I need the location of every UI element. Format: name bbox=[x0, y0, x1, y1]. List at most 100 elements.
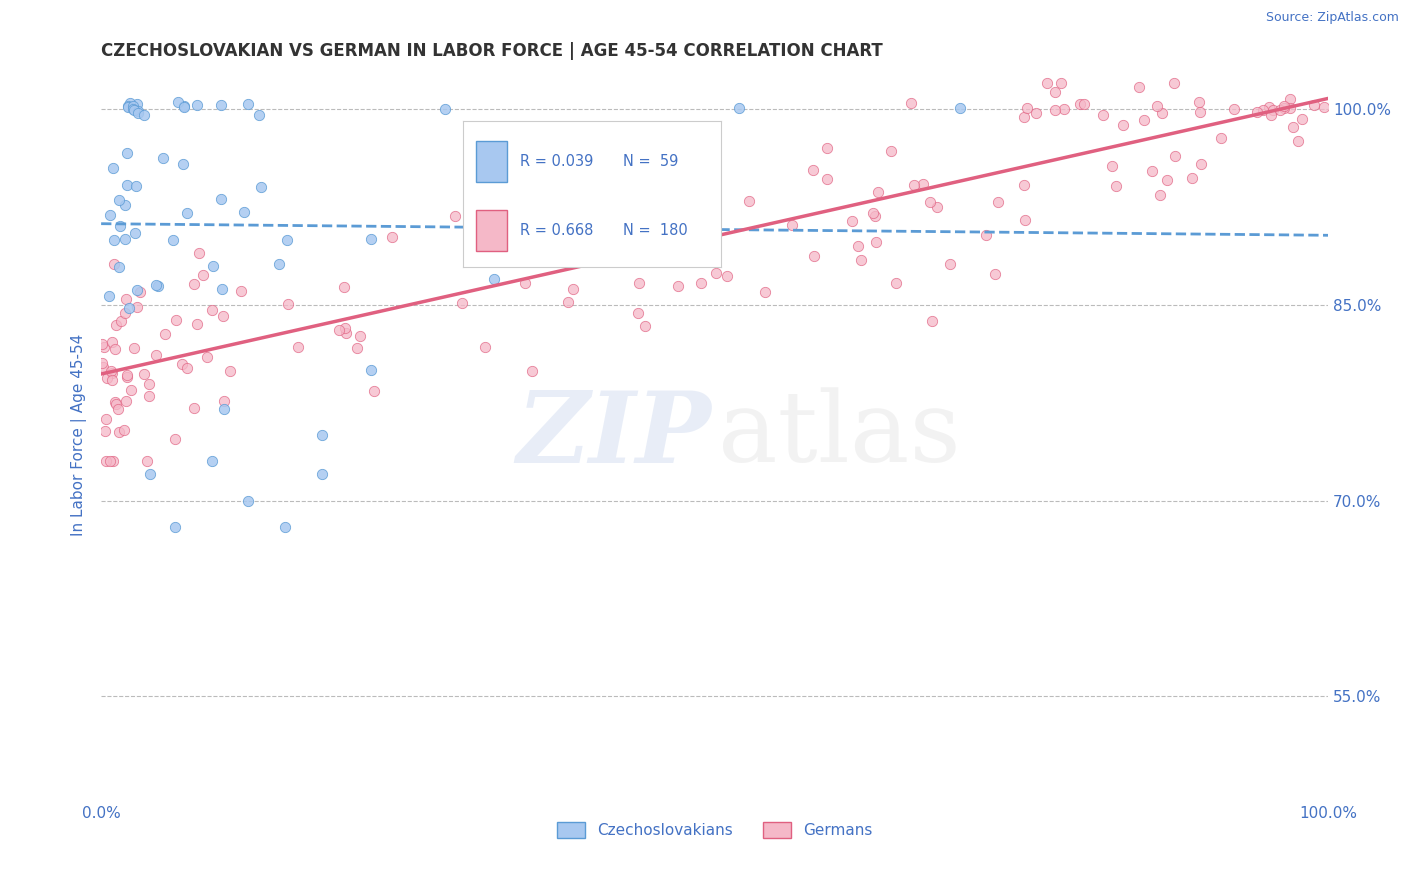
Point bbox=[176, 360, 198, 375]
Point bbox=[1163, 76, 1185, 90]
Point bbox=[912, 177, 935, 191]
Point bbox=[862, 206, 884, 220]
Point bbox=[195, 350, 218, 364]
Point bbox=[1253, 103, 1275, 118]
Point bbox=[624, 145, 647, 159]
Point bbox=[114, 232, 136, 246]
Point bbox=[107, 260, 129, 274]
Point bbox=[578, 208, 600, 222]
Point bbox=[125, 283, 148, 297]
Point bbox=[236, 96, 259, 111]
Point bbox=[328, 323, 350, 337]
Point bbox=[1272, 102, 1295, 116]
Point bbox=[167, 95, 190, 110]
Point bbox=[107, 193, 129, 207]
Point bbox=[218, 363, 240, 377]
Point bbox=[100, 373, 122, 387]
Point bbox=[138, 389, 160, 403]
Point bbox=[104, 342, 127, 356]
Point bbox=[98, 208, 121, 222]
Point bbox=[666, 279, 689, 293]
Point bbox=[96, 412, 118, 426]
Point bbox=[679, 194, 702, 208]
Point bbox=[1149, 188, 1171, 202]
Point bbox=[803, 249, 825, 263]
Point bbox=[132, 367, 155, 381]
Point bbox=[231, 285, 253, 299]
Point bbox=[515, 277, 537, 291]
Point bbox=[444, 209, 467, 223]
Point bbox=[233, 204, 256, 219]
Point bbox=[1246, 104, 1268, 119]
Point bbox=[596, 230, 619, 244]
Point bbox=[866, 185, 889, 199]
Point bbox=[114, 306, 136, 320]
Point bbox=[1189, 104, 1212, 119]
Point bbox=[186, 98, 208, 112]
Point bbox=[690, 277, 713, 291]
Point bbox=[939, 257, 962, 271]
Point bbox=[333, 280, 356, 294]
Point bbox=[522, 364, 544, 378]
Point bbox=[1260, 108, 1282, 122]
Point bbox=[451, 295, 474, 310]
Point bbox=[1261, 103, 1284, 117]
Point bbox=[1043, 85, 1066, 99]
Point bbox=[202, 259, 225, 273]
Point bbox=[173, 99, 195, 113]
Point bbox=[1073, 96, 1095, 111]
Point bbox=[1209, 131, 1232, 145]
Point bbox=[101, 161, 124, 176]
Point bbox=[183, 277, 205, 291]
Point bbox=[93, 339, 115, 353]
Point bbox=[145, 277, 167, 292]
Point bbox=[94, 425, 117, 439]
Point bbox=[474, 340, 496, 354]
Point bbox=[676, 202, 699, 217]
Point bbox=[125, 178, 148, 193]
Point bbox=[91, 359, 114, 374]
Point bbox=[153, 326, 176, 341]
Point bbox=[276, 233, 298, 247]
Point bbox=[557, 178, 579, 192]
Point bbox=[1188, 95, 1211, 110]
Y-axis label: In Labor Force | Age 45-54: In Labor Force | Age 45-54 bbox=[72, 334, 87, 536]
Point bbox=[335, 326, 357, 340]
Legend: Czechoslovakians, Germans: Czechoslovakians, Germans bbox=[551, 816, 879, 845]
Point bbox=[125, 301, 148, 315]
Point bbox=[1104, 178, 1126, 193]
Point bbox=[110, 314, 132, 328]
Point bbox=[841, 214, 863, 228]
Point bbox=[1112, 118, 1135, 132]
Point bbox=[138, 376, 160, 391]
Point bbox=[186, 318, 208, 332]
Point bbox=[1128, 80, 1150, 95]
Point bbox=[900, 96, 922, 111]
Point bbox=[163, 519, 186, 533]
Point bbox=[118, 301, 141, 315]
Point bbox=[1164, 149, 1187, 163]
Point bbox=[903, 178, 925, 192]
Point bbox=[104, 394, 127, 409]
Point bbox=[1015, 101, 1038, 115]
Point bbox=[129, 285, 152, 299]
Point bbox=[1053, 103, 1076, 117]
Point bbox=[115, 292, 138, 306]
Point bbox=[200, 454, 222, 468]
Point bbox=[1291, 112, 1313, 126]
Point bbox=[108, 425, 131, 439]
Point bbox=[249, 180, 271, 194]
Point bbox=[105, 318, 128, 333]
Point bbox=[801, 163, 824, 178]
Point bbox=[135, 454, 157, 468]
Point bbox=[122, 102, 145, 116]
Point bbox=[754, 285, 776, 299]
Point bbox=[238, 493, 260, 508]
Point bbox=[170, 357, 193, 371]
Text: atlas: atlas bbox=[718, 387, 962, 483]
Point bbox=[115, 394, 138, 409]
Point bbox=[1278, 101, 1301, 115]
Point bbox=[311, 467, 333, 482]
Point bbox=[127, 106, 149, 120]
Point bbox=[1091, 107, 1114, 121]
